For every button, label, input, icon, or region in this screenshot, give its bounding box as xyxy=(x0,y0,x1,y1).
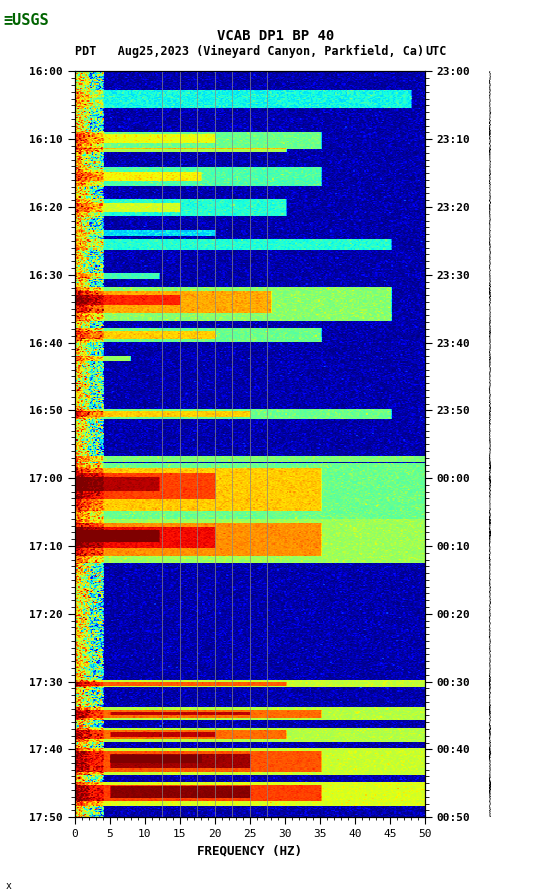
Text: x: x xyxy=(6,880,12,890)
Text: PDT   Aug25,2023 (Vineyard Canyon, Parkfield, Ca): PDT Aug25,2023 (Vineyard Canyon, Parkfie… xyxy=(75,45,423,58)
Text: UTC: UTC xyxy=(425,45,447,58)
Text: ≡USGS: ≡USGS xyxy=(3,13,49,28)
Text: VCAB DP1 BP 40: VCAB DP1 BP 40 xyxy=(217,29,335,43)
X-axis label: FREQUENCY (HZ): FREQUENCY (HZ) xyxy=(197,845,302,857)
